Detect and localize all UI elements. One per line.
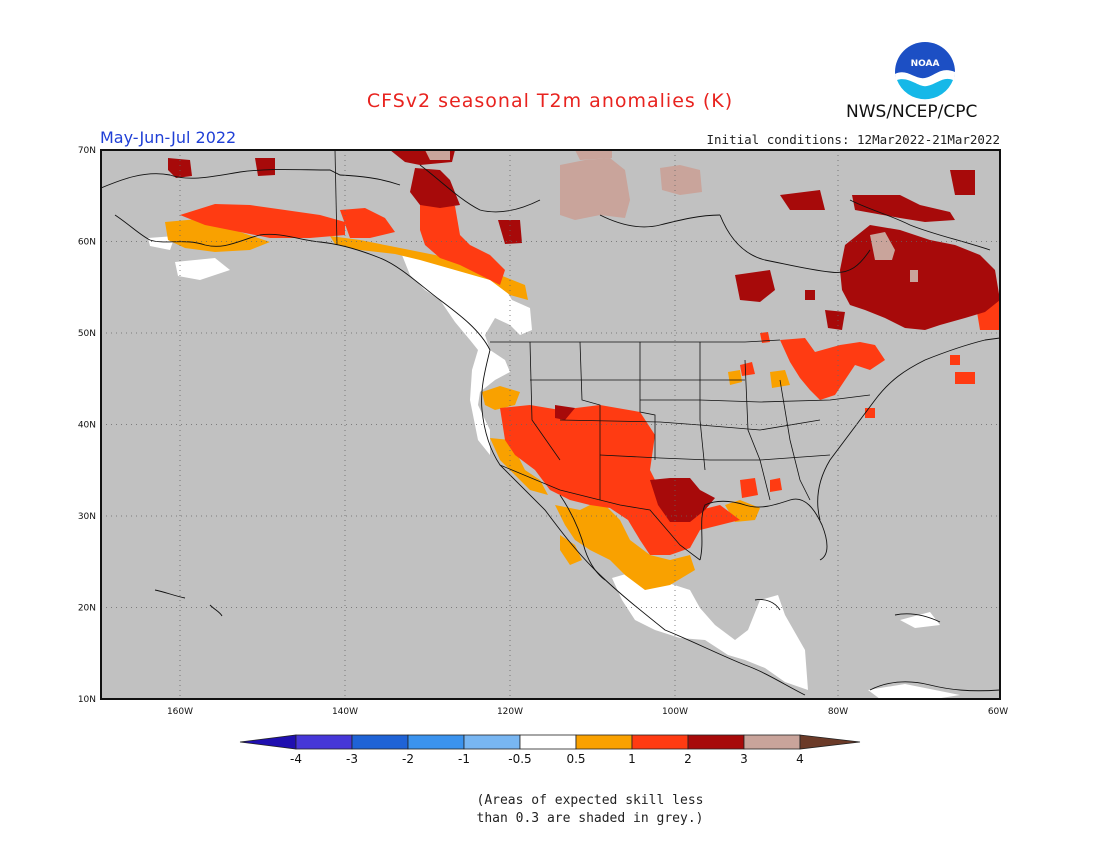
chart-title: CFSv2 seasonal T2m anomalies (K)	[366, 90, 734, 112]
lon-label-140w: 140W	[332, 707, 358, 717]
lon-label-120w: 120W	[497, 707, 523, 717]
initial-conditions-label: Initial conditions: 12Mar2022-21Mar2022	[706, 132, 1001, 147]
colorbar-arrow-low	[239, 734, 297, 750]
colorbar-label: -3	[346, 752, 358, 766]
colorbar-label: 4	[796, 752, 804, 766]
lat-label-70n: 70N	[78, 146, 96, 156]
near-zero-regions	[148, 236, 960, 699]
colorbar-label: 2	[684, 752, 692, 766]
lon-label-60w: 60W	[988, 707, 1008, 717]
lon-label-100w: 100W	[662, 707, 688, 717]
season-label: May-Jun-Jul 2022	[100, 128, 237, 147]
lat-label-50n: 50N	[78, 329, 96, 339]
borders	[334, 150, 871, 561]
colorbar-bin	[575, 734, 633, 750]
colorbar-label: 0.5	[566, 752, 585, 766]
lat-label-60n: 60N	[78, 238, 96, 248]
colorbar-label: 1	[628, 752, 636, 766]
skill-note: (Areas of expected skill less than 0.3 a…	[476, 793, 704, 826]
colorbar-bin	[463, 734, 521, 750]
colorbar-label: -2	[402, 752, 414, 766]
agency-label: NWS/NCEP/CPC	[846, 102, 978, 122]
colorbar-bin	[631, 734, 689, 750]
lat-label-20n: 20N	[78, 604, 96, 614]
lat-label-40n: 40N	[78, 421, 96, 431]
lat-label-30n: 30N	[78, 512, 96, 522]
coastlines	[101, 164, 1000, 696]
anomaly-0.5-to-1	[165, 218, 845, 590]
map-frame	[100, 149, 1001, 700]
colorbar-label: 3	[740, 752, 748, 766]
lon-label-80w: 80W	[828, 707, 848, 717]
logo-text: NOAA	[911, 59, 940, 69]
colorbar-bin	[743, 734, 801, 750]
lat-label-10n: 10N	[78, 695, 96, 705]
colorbar: -4 -3 -2 -1 -0.5 0.5 1 2 3 4	[239, 734, 861, 766]
colorbar-bin	[351, 734, 409, 750]
anomaly-3-to-4	[425, 150, 918, 282]
colorbar-label: -0.5	[508, 752, 531, 766]
colorbar-bin	[295, 734, 353, 750]
colorbar-bin	[687, 734, 745, 750]
colorbar-label: -1	[458, 752, 470, 766]
colorbar-bin	[407, 734, 465, 750]
colorbar-bin	[519, 734, 577, 750]
colorbar-arrow-high	[799, 734, 861, 750]
anomaly-2-to-3	[168, 150, 1000, 522]
lon-label-160w: 160W	[167, 707, 193, 717]
noaa-logo-icon: NOAA	[895, 42, 956, 104]
colorbar-label: -4	[290, 752, 302, 766]
